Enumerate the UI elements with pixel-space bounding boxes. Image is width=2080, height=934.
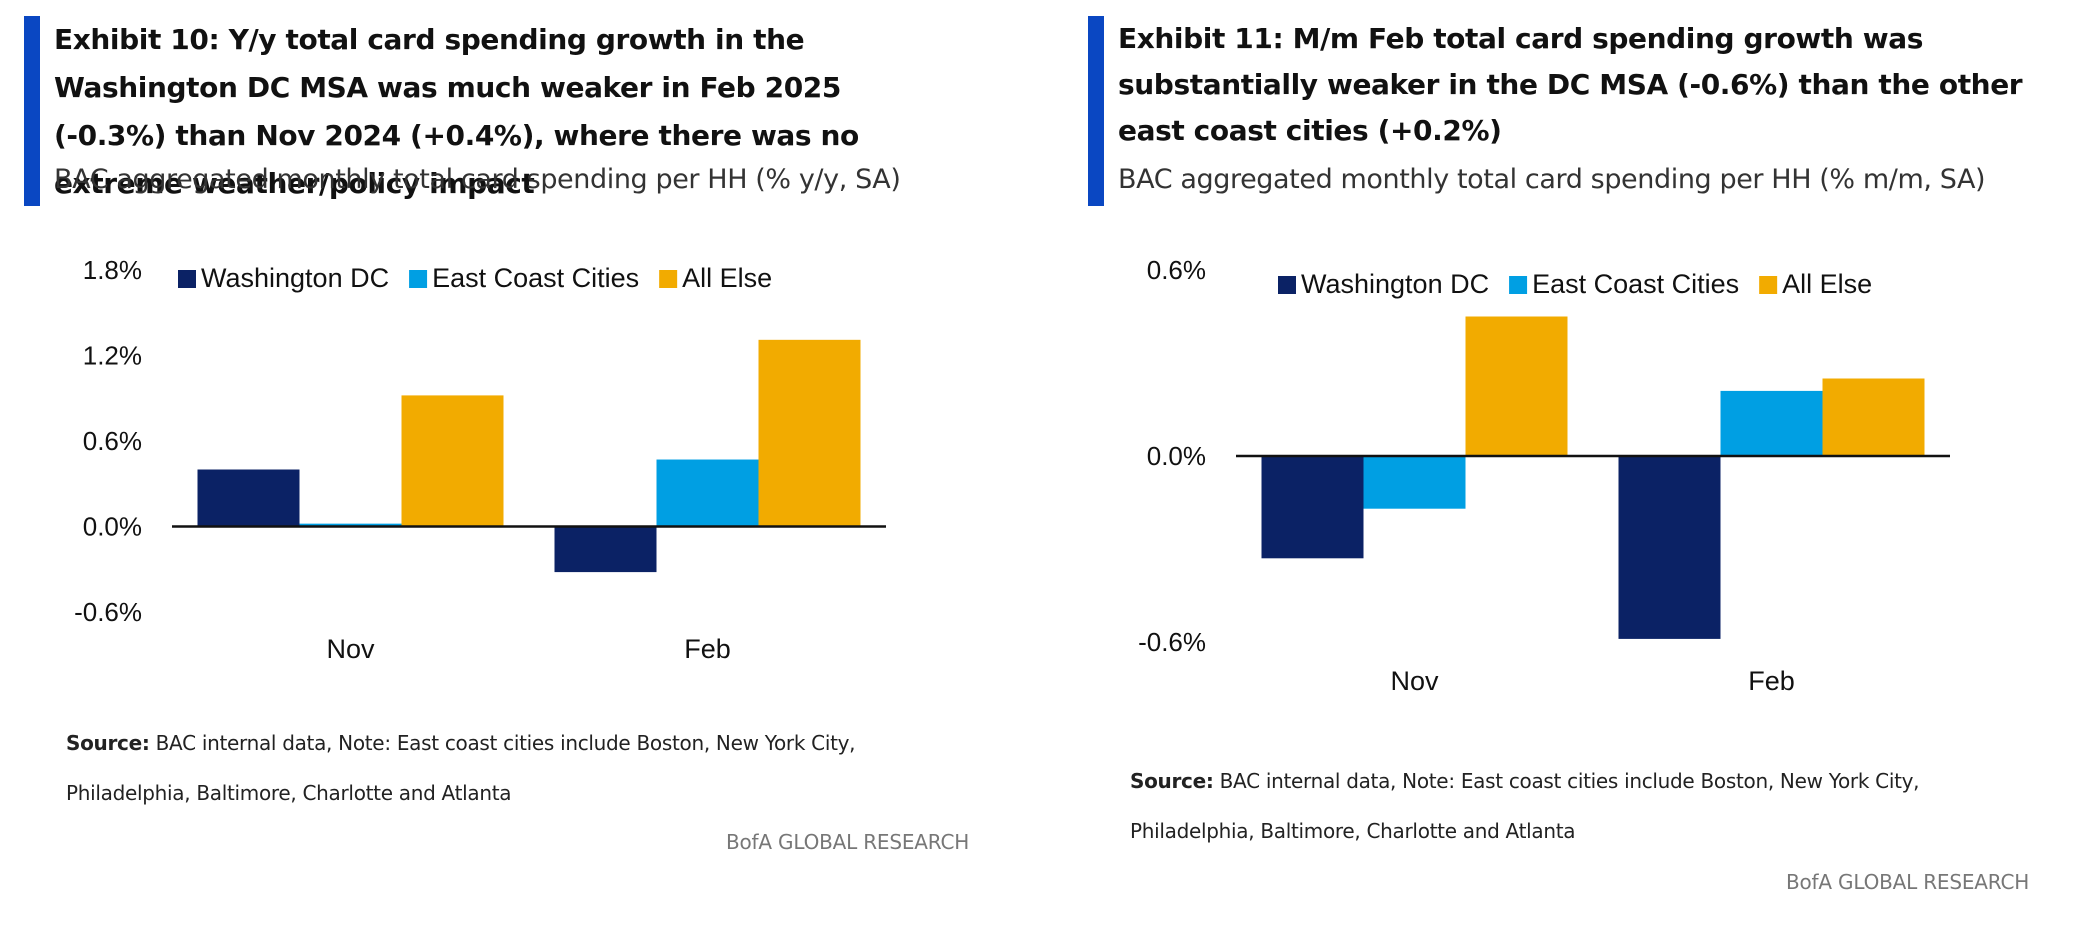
bar-washington-dc-nov [197, 469, 300, 527]
exhibit-10: Exhibit 10: Y/y total card spending grow… [0, 0, 1010, 934]
legend-swatch-all-else [659, 270, 678, 288]
exhibit-11: Exhibit 11: M/m Feb total card spending … [1064, 0, 2074, 934]
source-note: Source: BAC internal data, Note: East co… [66, 718, 966, 818]
legend-label-east-coast-cities: East Coast Cities [1532, 269, 1739, 299]
exhibit-title: Exhibit 10: Y/y total card spending grow… [54, 23, 859, 200]
bar-east-coast-cities-nov [1363, 456, 1466, 509]
bar-washington-dc-feb [554, 526, 657, 573]
exhibit-11-bar-chart: 0.6% 0.0% -0.6% Nov Feb Washington DC East Coa… [1138, 255, 1950, 696]
legend-swatch-east-coast-cities [409, 270, 428, 288]
bar-east-coast-cities-feb [1720, 390, 1823, 456]
source-text: BAC internal data, Note: East coast citi… [66, 731, 856, 805]
legend-label-all-else: All Else [1782, 269, 1872, 299]
legend-swatch-all-else [1759, 276, 1778, 294]
y-tick-label: 1.8% [83, 255, 142, 285]
source-label: Source: [66, 731, 150, 755]
y-tick-label: 0.0% [1147, 441, 1206, 471]
bar-all-else-feb [758, 339, 861, 527]
y-tick-label: 0.6% [83, 426, 142, 456]
y-tick-label: -0.6% [1138, 627, 1206, 657]
bar-east-coast-cities-feb [656, 459, 759, 527]
source-note: Source: BAC internal data, Note: East co… [1130, 756, 2030, 856]
exhibit-subtitle: BAC aggregated monthly total card spendi… [54, 164, 901, 195]
source-label: Source: [1130, 769, 1214, 793]
y-tick-label: -0.6% [74, 597, 142, 627]
x-category-label: Nov [326, 634, 375, 664]
legend-label-east-coast-cities: East Coast Cities [432, 263, 639, 293]
exhibit-subtitle: BAC aggregated monthly total card spendi… [1118, 164, 1986, 195]
bar-washington-dc-feb [1618, 456, 1721, 639]
legend-label-washington-dc: Washington DC [1301, 269, 1489, 299]
x-category-label: Feb [1748, 666, 1795, 696]
x-category-label: Nov [1390, 666, 1439, 696]
brand-footer: BofA GLOBAL RESEARCH [1786, 870, 2030, 894]
bar-all-else-nov [1465, 316, 1568, 456]
bar-all-else-nov [401, 395, 504, 527]
legend-swatch-east-coast-cities [1509, 276, 1528, 294]
y-tick-label: 1.2% [83, 341, 142, 371]
brand-footer: BofA GLOBAL RESEARCH [726, 830, 970, 854]
title-accent-bar [1088, 16, 1104, 206]
legend-swatch-washington-dc [1278, 276, 1296, 294]
legend-swatch-washington-dc [178, 270, 196, 288]
exhibit-title: Exhibit 11: M/m Feb total card spending … [1118, 22, 2023, 147]
y-tick-label: 0.0% [83, 512, 142, 542]
legend-label-washington-dc: Washington DC [201, 263, 389, 293]
bar-all-else-feb [1822, 378, 1925, 456]
bar-washington-dc-nov [1261, 456, 1364, 559]
title-accent-bar [24, 16, 40, 206]
x-category-label: Feb [684, 634, 731, 664]
source-text: BAC internal data, Note: East coast citi… [1130, 769, 1920, 843]
y-tick-label: 0.6% [1147, 255, 1206, 285]
exhibit-10-bar-chart: 1.8% 1.2% 0.6% 0.0% -0.6% Nov Feb Washington DC… [74, 255, 886, 664]
legend-label-all-else: All Else [682, 263, 772, 293]
bar-east-coast-cities-nov [299, 523, 402, 527]
